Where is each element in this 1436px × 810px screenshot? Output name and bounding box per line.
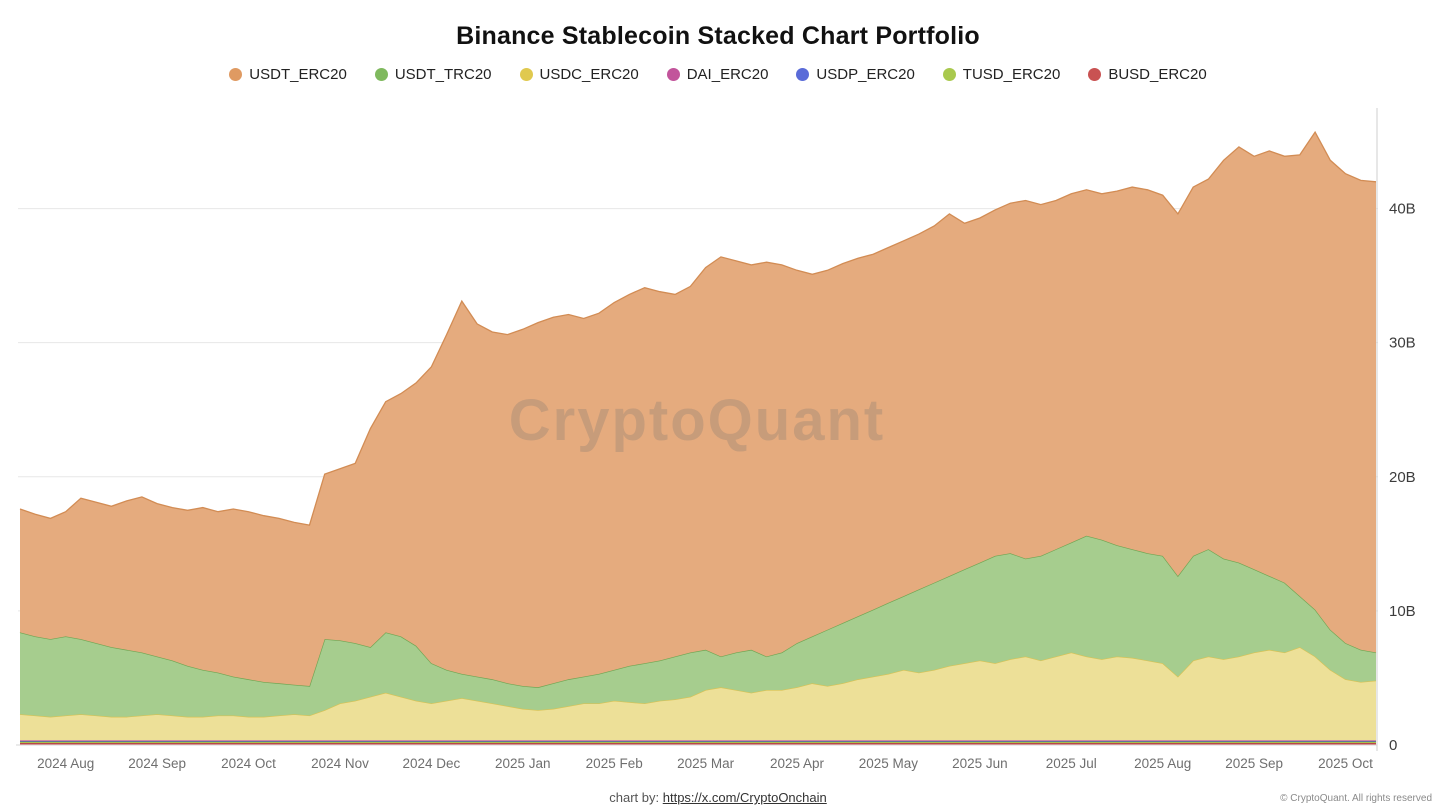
x-tick-label: 2025 Feb bbox=[586, 756, 643, 771]
usdp_erc20-dot-icon bbox=[796, 68, 810, 81]
x-tick-label: 2025 Jan bbox=[495, 756, 551, 771]
legend-label: DAI_ERC20 bbox=[686, 66, 769, 83]
x-tick-label: 2024 Oct bbox=[221, 756, 276, 771]
legend-item-tusd_erc20[interactable]: TUSD_ERC20 bbox=[942, 66, 1061, 83]
legend-item-dai_erc20[interactable]: DAI_ERC20 bbox=[666, 66, 769, 83]
legend-label: TUSD_ERC20 bbox=[962, 66, 1061, 83]
x-tick-label: 2024 Dec bbox=[403, 756, 461, 771]
legend-item-usdt_trc20[interactable]: USDT_TRC20 bbox=[374, 66, 492, 83]
x-tick-label: 2025 Aug bbox=[1134, 756, 1191, 771]
y-tick-label: 40B bbox=[1389, 201, 1416, 218]
x-tick-label: 2025 Sep bbox=[1225, 756, 1283, 771]
x-tick-label: 2025 May bbox=[859, 756, 919, 771]
x-tick-label: 2024 Nov bbox=[311, 756, 369, 771]
chart-by-link[interactable]: https://x.com/CryptoOnchain bbox=[662, 790, 827, 805]
x-tick-label: 2024 Sep bbox=[128, 756, 186, 771]
legend-item-usdc_erc20[interactable]: USDC_ERC20 bbox=[519, 66, 639, 83]
legend-item-usdp_erc20[interactable]: USDP_ERC20 bbox=[796, 66, 915, 83]
legend-item-usdt_erc20[interactable]: USDT_ERC20 bbox=[229, 66, 347, 83]
y-tick-label: 20B bbox=[1389, 469, 1416, 486]
x-tick-label: 2025 Mar bbox=[677, 756, 735, 771]
area-edge-usdt_erc20 bbox=[19, 130, 1377, 526]
legend-label: USDP_ERC20 bbox=[816, 66, 915, 83]
x-tick-label: 2024 Aug bbox=[37, 756, 94, 771]
chart-by-label: chart by: bbox=[609, 790, 660, 805]
chart-attribution: chart by: https://x.com/CryptoOnchain bbox=[0, 790, 1436, 805]
legend-label: BUSD_ERC20 bbox=[1108, 66, 1207, 83]
legend-label: USDC_ERC20 bbox=[539, 66, 639, 83]
usdc_erc20-dot-icon bbox=[519, 68, 533, 81]
area-usdt_erc20[interactable] bbox=[20, 132, 1376, 688]
legend-item-busd_erc20[interactable]: BUSD_ERC20 bbox=[1088, 66, 1207, 83]
x-tick-label: 2025 Jul bbox=[1046, 756, 1097, 771]
busd_erc20-dot-icon bbox=[1088, 68, 1102, 81]
y-tick-label: 10B bbox=[1389, 603, 1416, 620]
legend-label: USDT_ERC20 bbox=[249, 66, 347, 83]
area-usdt_trc20[interactable] bbox=[20, 535, 1376, 717]
tusd_erc20-dot-icon bbox=[942, 68, 956, 81]
copyright-notice: © CryptoQuant. All rights reserved bbox=[1280, 793, 1432, 804]
chart-legend: USDT_ERC20 USDT_TRC20 USDC_ERC20 DAI_ERC20 U… bbox=[0, 66, 1436, 83]
usdt_erc20-dot-icon bbox=[229, 68, 243, 81]
cryptoquant-watermark: CryptoQuant bbox=[509, 388, 885, 453]
usdt_trc20-dot-icon bbox=[374, 68, 388, 81]
x-tick-label: 2025 Apr bbox=[770, 756, 825, 771]
y-tick-label: 0 bbox=[1389, 737, 1397, 754]
legend-label: USDT_TRC20 bbox=[394, 66, 492, 83]
area-dai_erc20[interactable] bbox=[20, 740, 1376, 741]
dai_erc20-dot-icon bbox=[666, 68, 680, 81]
x-tick-label: 2025 Jun bbox=[952, 756, 1008, 771]
y-tick-label: 30B bbox=[1389, 335, 1416, 352]
chart-title: Binance Stablecoin Stacked Chart Portfol… bbox=[456, 22, 980, 50]
x-tick-label: 2025 Oct bbox=[1318, 756, 1373, 771]
